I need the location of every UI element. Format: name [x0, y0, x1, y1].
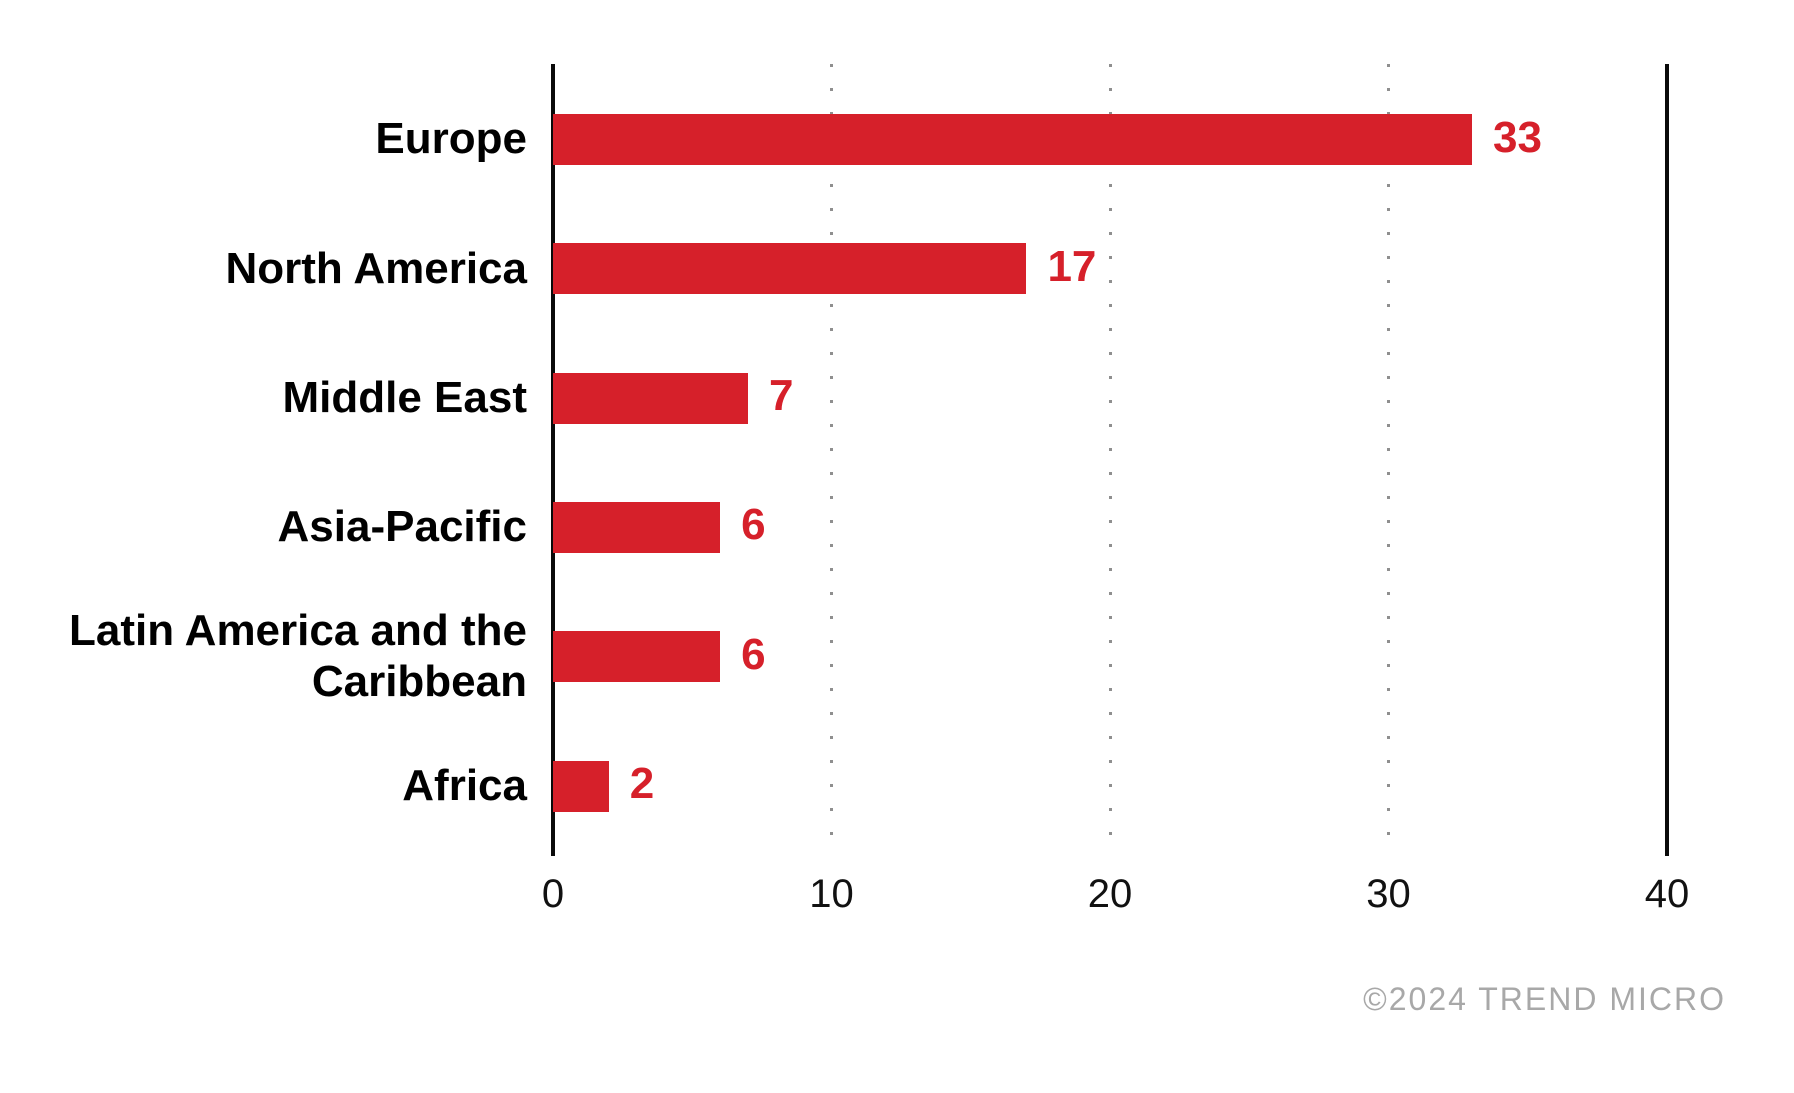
x-axis-tick-label: 0 [541, 872, 565, 916]
category-label: Africa [402, 760, 527, 810]
category-label: North America [225, 243, 527, 293]
bar-value-label: 33 [1493, 112, 1542, 162]
category-label: Middle East [282, 372, 528, 422]
bar-value-label: 17 [1047, 241, 1097, 291]
category-label: Latin America and the Caribbean [68, 606, 527, 706]
x-axis-tick-label: 40 [1644, 872, 1690, 916]
category-label: Asia-Pacific [277, 502, 527, 552]
plot-right-border-line [1665, 64, 1669, 856]
y-axis-line [551, 64, 555, 856]
x-axis-tick-label: 20 [1087, 872, 1133, 916]
bar-value-label: 2 [629, 759, 655, 808]
category-label: Europe [375, 114, 527, 164]
vertical-gridline [1108, 64, 1112, 856]
bar [553, 760, 609, 812]
bar [553, 501, 721, 553]
x-axis-tick-label: 10 [809, 872, 854, 916]
bar-value-label: 6 [741, 629, 766, 679]
bar-value-label: 7 [768, 371, 794, 421]
bar [553, 631, 721, 683]
vertical-gridline [830, 64, 833, 856]
bar [553, 114, 1473, 165]
copyright-text: ©2024 TREND MICRO [1363, 981, 1726, 1017]
bar [553, 372, 748, 424]
vertical-gridline [1387, 64, 1390, 856]
bar [553, 243, 1027, 295]
x-axis-tick-label: 30 [1366, 872, 1411, 916]
bar-value-label: 6 [741, 500, 766, 550]
